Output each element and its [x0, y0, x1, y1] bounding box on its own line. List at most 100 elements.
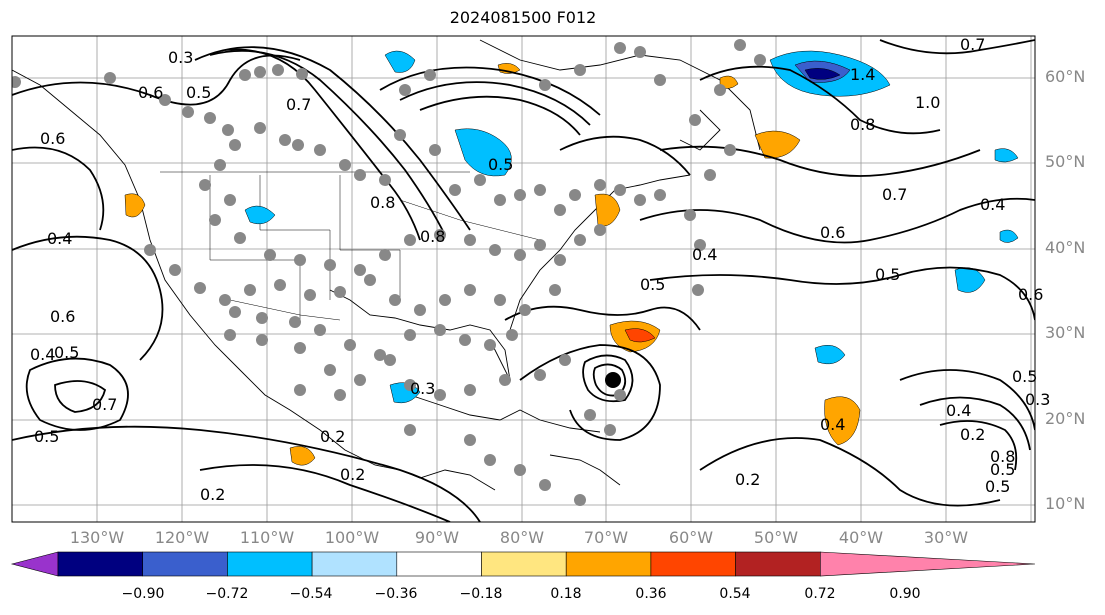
contour-label: 1.4 — [850, 65, 875, 84]
station-dot — [539, 79, 551, 91]
station-dot — [334, 286, 346, 298]
contour-label: 0.5 — [640, 275, 665, 294]
station-dot — [464, 384, 476, 396]
station-dot — [294, 384, 306, 396]
station-dot — [289, 316, 301, 328]
station-dot — [199, 179, 211, 191]
colorbar-extend-high — [819, 551, 1036, 577]
station-dot — [354, 169, 366, 181]
contour-label: 0.7 — [960, 35, 985, 54]
station-dot — [484, 339, 496, 351]
station-dot — [234, 232, 246, 244]
station-dot — [464, 234, 476, 246]
station-dot — [484, 454, 496, 466]
station-dot — [464, 284, 476, 296]
station-dot — [539, 479, 551, 491]
contour-label: 0.5 — [54, 343, 79, 362]
contour-label: 0.8 — [370, 193, 395, 212]
shaded-patches — [124, 50, 1019, 466]
station-dot — [724, 144, 736, 156]
station-dot — [239, 69, 251, 81]
station-dot — [439, 294, 451, 306]
station-dot — [222, 124, 234, 136]
contour-label: 0.2 — [960, 425, 985, 444]
contour-label: 0.8 — [420, 227, 445, 246]
lon-label: 80°W — [499, 528, 545, 547]
station-dot — [264, 249, 276, 261]
station-dot — [339, 159, 351, 171]
station-dot — [704, 169, 716, 181]
contour-label: 0.3 — [168, 48, 193, 67]
station-dot — [549, 284, 561, 296]
station-dot — [499, 374, 511, 386]
lon-label: 100°W — [324, 528, 380, 547]
lon-label: 30°W — [923, 528, 969, 547]
station-dot — [574, 234, 586, 246]
colorbar-segment — [650, 551, 736, 577]
lat-label: 60°N — [1045, 67, 1086, 86]
station-dot — [534, 239, 546, 251]
lon-label: 50°W — [753, 528, 799, 547]
contour-label: 0.7 — [92, 395, 117, 414]
lat-label: 40°N — [1045, 238, 1086, 257]
contour-label: 0.5 — [34, 427, 59, 446]
contour-label: 0.3 — [410, 379, 435, 398]
station-dot — [296, 68, 308, 80]
colorbar — [10, 551, 1036, 577]
station-dot — [304, 289, 316, 301]
colorbar-tick-label: −0.36 — [374, 586, 418, 602]
political-borders — [160, 171, 541, 321]
station-dot — [404, 424, 416, 436]
station-dot — [449, 184, 461, 196]
station-dots — [12, 39, 766, 506]
station-dot — [244, 284, 256, 296]
contour-label: 0.7 — [286, 95, 311, 114]
station-dot — [574, 64, 586, 76]
contour-label: 0.2 — [200, 485, 225, 504]
contour-label: 0.6 — [1018, 285, 1043, 304]
station-dot — [229, 306, 241, 318]
station-dot — [324, 364, 336, 376]
lat-label: 30°N — [1045, 323, 1086, 342]
contour-label: 0.4 — [692, 245, 717, 264]
lon-label: 70°W — [583, 528, 629, 547]
station-dot — [404, 329, 416, 341]
contour-label: 0.2 — [320, 427, 345, 446]
station-dot — [614, 42, 626, 54]
station-dot — [204, 112, 216, 124]
lon-label: 120°W — [154, 528, 210, 547]
station-dot — [634, 46, 646, 58]
station-dot — [379, 249, 391, 261]
map-frame — [11, 35, 1036, 523]
colorbar-segment — [565, 551, 652, 577]
station-dot — [534, 184, 546, 196]
station-dot — [374, 349, 386, 361]
station-dot — [256, 334, 268, 346]
station-dot — [434, 324, 446, 336]
station-dot — [219, 294, 231, 306]
station-dot — [224, 194, 236, 206]
lat-label: 10°N — [1045, 494, 1086, 513]
contour-label: 0.6 — [50, 307, 75, 326]
station-dot — [294, 254, 306, 266]
station-dot — [559, 354, 571, 366]
colorbar-tick-label: 0.36 — [635, 586, 667, 602]
contour-label: 0.5 — [985, 477, 1010, 496]
contour-label: 0.2 — [340, 465, 365, 484]
contour-label: 0.5 — [875, 265, 900, 284]
station-dot — [534, 369, 546, 381]
station-dot — [614, 389, 626, 401]
station-dot — [229, 139, 241, 151]
station-dot — [434, 229, 446, 241]
colorbar-tick-label: 0.72 — [804, 586, 836, 602]
station-dot — [104, 72, 116, 84]
station-dot — [404, 234, 416, 246]
station-dot — [494, 194, 506, 206]
colorbar-segment — [396, 551, 482, 577]
station-dot — [209, 214, 221, 226]
lon-label: 110°W — [239, 528, 295, 547]
map-gridlines — [12, 36, 1035, 522]
contour-label: 0.5 — [1012, 367, 1037, 386]
station-dot — [434, 389, 446, 401]
